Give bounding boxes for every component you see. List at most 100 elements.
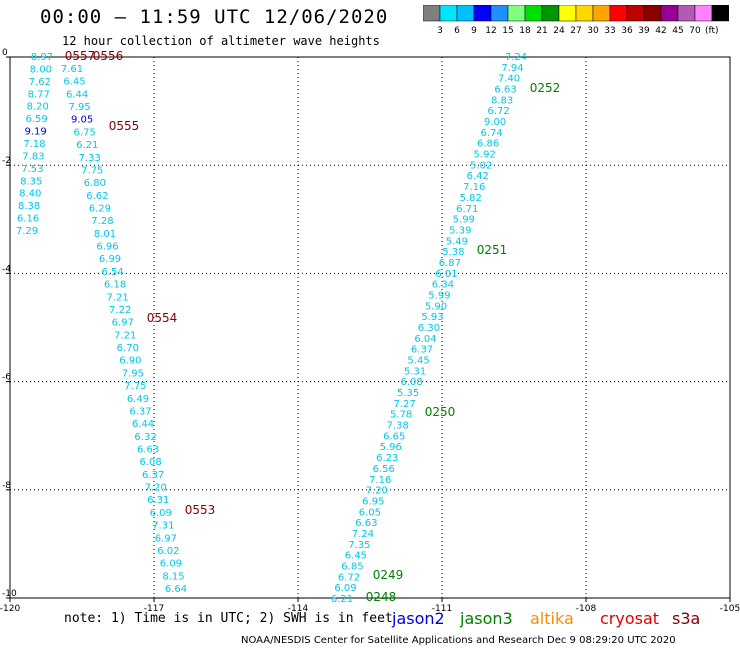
colorbar-tick-label: 24: [553, 26, 565, 35]
colorbar-tick-label: 33: [604, 26, 615, 35]
track-c-swh-label: 7.27: [394, 399, 416, 410]
track-b-swh-label: 7.22: [109, 305, 131, 316]
track-b-swh-label: 6.21: [76, 140, 98, 151]
track-c-swh-label: 5.38: [442, 247, 464, 258]
track-c-swh-label: 6.09: [334, 583, 356, 594]
track-a-swh-label: 8.20: [27, 102, 49, 113]
track-c-swh-label: 6.23: [376, 453, 398, 464]
colorbar-tick-label: 70: [689, 26, 701, 35]
x-tick-label: -108: [576, 604, 597, 614]
track-b-swh-label: 6.08: [140, 457, 162, 468]
track-c-swh-label: 5.31: [404, 366, 426, 377]
track-c-swh-label: 5.78: [390, 410, 412, 421]
track-c-swh-label: 6.74: [481, 128, 503, 139]
track-b-swh-label: 8.01: [94, 229, 116, 240]
plot-frame: [9, 56, 731, 599]
legend-altika: altika: [530, 609, 574, 628]
track-c-swh-label: 6.63: [355, 518, 377, 529]
track-b-swh-label: 6.44: [132, 419, 154, 430]
track-c-swh-label: 6.37: [411, 345, 433, 356]
track-c-swh-label: 6.95: [362, 496, 384, 507]
track-b-swh-label: 7.95: [122, 368, 144, 379]
track-c-swh-label: 6.72: [487, 106, 509, 117]
track-a-swh-label: 6.16: [17, 214, 39, 225]
x-tick-label: -111: [432, 604, 452, 614]
legend-cryosat: cryosat: [600, 609, 660, 628]
track-b-swh-label: 6.02: [157, 546, 179, 557]
track-c-swh-label: 6.34: [432, 280, 454, 291]
track-b-swh-label: 9.05: [71, 115, 93, 126]
track-a-swh-label: 8.77: [28, 89, 50, 100]
track-b-swh-label: 6.09: [160, 559, 182, 570]
track-c-swh-label: 5.92: [474, 150, 496, 161]
track-b-swh-label: 6.45: [63, 77, 85, 88]
units-note: note: 1) Time is in UTC; 2) SWH is in fe…: [64, 611, 393, 626]
track-b-swh-label: 6.75: [74, 127, 96, 138]
track-b-swh-label: 6.62: [86, 191, 108, 202]
track-b-swh-label: 6.37: [129, 406, 151, 417]
track-b-swh-label: 6.97: [155, 533, 177, 544]
track-c-swh-label: 6.30: [418, 323, 440, 334]
y-tick-label: -8: [2, 481, 11, 491]
track-c-swh-label: 7.24: [505, 52, 527, 63]
track-c-swh-label: 6.86: [477, 139, 499, 150]
colorbar-tick-label: 18: [519, 26, 531, 35]
track-b-swh-label: 6.70: [117, 343, 139, 354]
track-b-swh-label: 6.32: [134, 432, 156, 443]
track-b-swh-label: 6.29: [89, 204, 111, 215]
track-c-swh-label: 6.85: [341, 561, 363, 572]
pass-label: 0553: [185, 503, 216, 517]
track-b-swh-label: 7.95: [68, 102, 90, 113]
track-c-swh-label: 9.00: [484, 117, 506, 128]
track-c-swh-label: 6.42: [467, 171, 489, 182]
track-b-swh-label: 6.64: [165, 584, 187, 595]
track-b-swh-label: 6.90: [119, 356, 141, 367]
track-b-swh-label: 6.18: [104, 280, 126, 291]
track-b-swh-label: 7.33: [79, 153, 101, 164]
legend-jason2: jason2: [392, 609, 445, 628]
track-c-swh-label: 6.63: [494, 85, 516, 96]
track-c-swh-label: 6.65: [383, 431, 405, 442]
track-c-swh-label: 6.45: [345, 551, 367, 562]
track-b-swh-label: 6.96: [96, 242, 118, 253]
colorbar-tick-label: 42: [655, 26, 666, 35]
colorbar-tick-label: 27: [570, 26, 581, 35]
track-b-swh-label: 7.21: [114, 330, 136, 341]
track-a-swh-label: 9.19: [24, 127, 46, 138]
track-c-swh-label: 5.02: [470, 160, 492, 171]
track-c-swh-label: 5.93: [421, 312, 443, 323]
colorbar-tick-label: 9: [471, 26, 477, 35]
colorbar-tick-label: 15: [502, 26, 513, 35]
track-a-swh-label: 8.35: [20, 176, 42, 187]
track-c-swh-label: 7.94: [501, 63, 523, 74]
colorbar-tick-label: 36: [621, 26, 633, 35]
pass-label: 0250: [425, 405, 456, 419]
y-tick-label: -10: [2, 589, 17, 599]
track-a-swh-label: 8.38: [18, 201, 40, 212]
track-c-swh-label: 5.45: [407, 356, 429, 367]
pass-label: 0554: [147, 311, 178, 325]
footer-credit: NOAA/NESDIS Center for Satellite Applica…: [241, 635, 676, 646]
track-b-swh-label: 6.49: [127, 394, 149, 405]
colorbar-tick-label: 45: [672, 26, 683, 35]
track-c-swh-label: 5.90: [425, 301, 447, 312]
y-tick-label: -4: [2, 264, 11, 274]
track-b-swh-label: 7.75: [81, 165, 103, 176]
colorbar-swatch: [711, 5, 729, 22]
track-c-swh-label: 5.39: [449, 225, 471, 236]
track-c-swh-label: 5.82: [460, 193, 482, 204]
pass-label: 0249: [373, 568, 404, 582]
track-c-swh-label: 6.21: [331, 594, 353, 605]
track-c-swh-label: 7.40: [498, 74, 520, 85]
track-b-swh-label: 6.37: [142, 470, 164, 481]
track-a-swh-label: 7.18: [23, 139, 45, 150]
track-c-swh-label: 6.05: [359, 507, 381, 518]
track-a-swh-label: 7.53: [21, 164, 43, 175]
colorbar-tick-label: 12: [485, 26, 496, 35]
track-c-swh-label: 5.49: [446, 236, 468, 247]
pass-label: 0252: [530, 81, 561, 95]
x-tick-label: -105: [720, 604, 740, 614]
track-c-swh-label: 5.99: [453, 215, 475, 226]
track-c-swh-label: 5.96: [380, 442, 402, 453]
